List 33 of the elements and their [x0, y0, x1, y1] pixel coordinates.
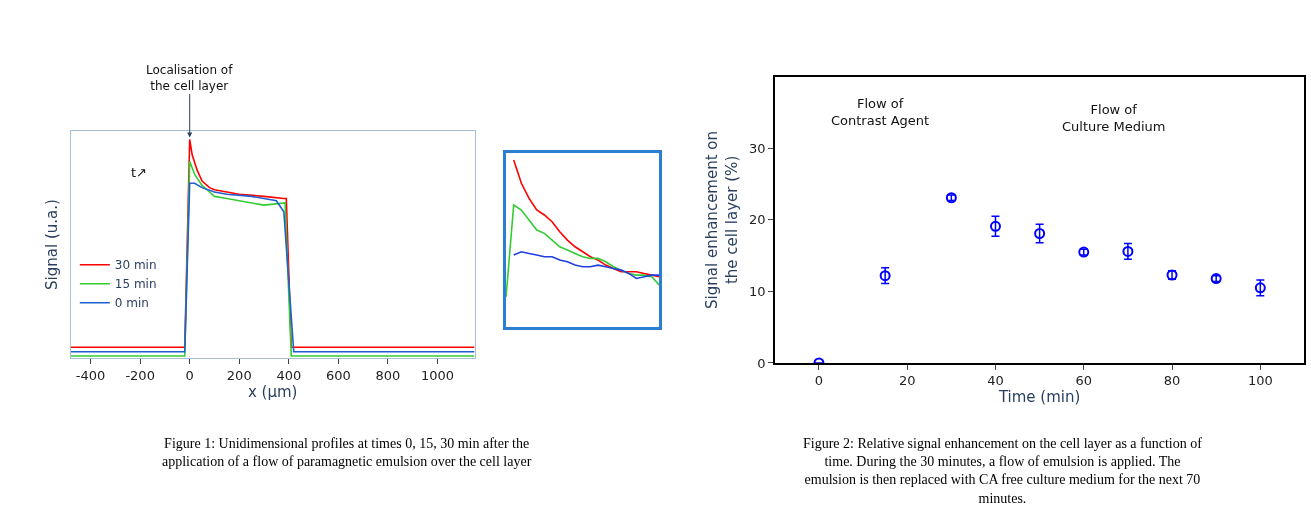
y-axis-title: Signal enhancement on the cell layer (%) [703, 130, 741, 309]
x-tick-label: 20 [898, 373, 916, 389]
y-axis-title: Signal (u.a.) [43, 199, 62, 290]
annotation: Localisation of the cell layer [146, 63, 234, 93]
x-tick-label: 100 [1247, 373, 1273, 389]
y-tick-label: 0 [757, 355, 766, 371]
x-tick-label: -200 [125, 367, 155, 383]
caption: Figure 2: Relative signal enhancement on the cell layer as a function of time. During the 30 minutes, a flow of emulsion is applied. The emulsion is then replaced with CA free culture medium for the next 70 minutes. [803, 436, 1203, 506]
x-tick-label: 200 [226, 367, 252, 383]
x-tick-label: 0 [814, 373, 824, 389]
x-tick-label: 80 [1163, 373, 1181, 389]
x-tick-label: 1000 [420, 367, 454, 383]
legend-label: 15 min [114, 277, 157, 292]
x-tick-label: 800 [375, 367, 401, 383]
x-axis-title: x (µm) [247, 382, 298, 401]
x-tick-label: 600 [325, 367, 351, 383]
x-tick-label: 400 [276, 367, 302, 383]
x-axis-title: Time (min) [997, 388, 1081, 407]
annotation: t↗ [131, 165, 147, 180]
x-tick-label: -400 [75, 367, 106, 383]
x-tick-label: 60 [1075, 373, 1093, 389]
y-tick-label: 10 [748, 283, 766, 299]
annotation: Flow of Culture Medium [1062, 102, 1166, 134]
annotation: Flow of Contrast Agent [831, 96, 930, 128]
caption: Figure 1: Unidimensional profiles at times 0, 15, 30 min after the application of a flow of paramagnetic emulsion over the cell layer [162, 436, 532, 470]
legend-label: 30 min [114, 258, 157, 273]
point [1034, 228, 1046, 240]
y-tick-label: 30 [748, 140, 766, 156]
x-tick-label: 0 [185, 367, 194, 383]
legend-label: 0 min [114, 296, 149, 311]
point [990, 220, 1001, 232]
y-tick-label: 20 [748, 212, 766, 228]
x-tick-label: 40 [987, 373, 1004, 389]
